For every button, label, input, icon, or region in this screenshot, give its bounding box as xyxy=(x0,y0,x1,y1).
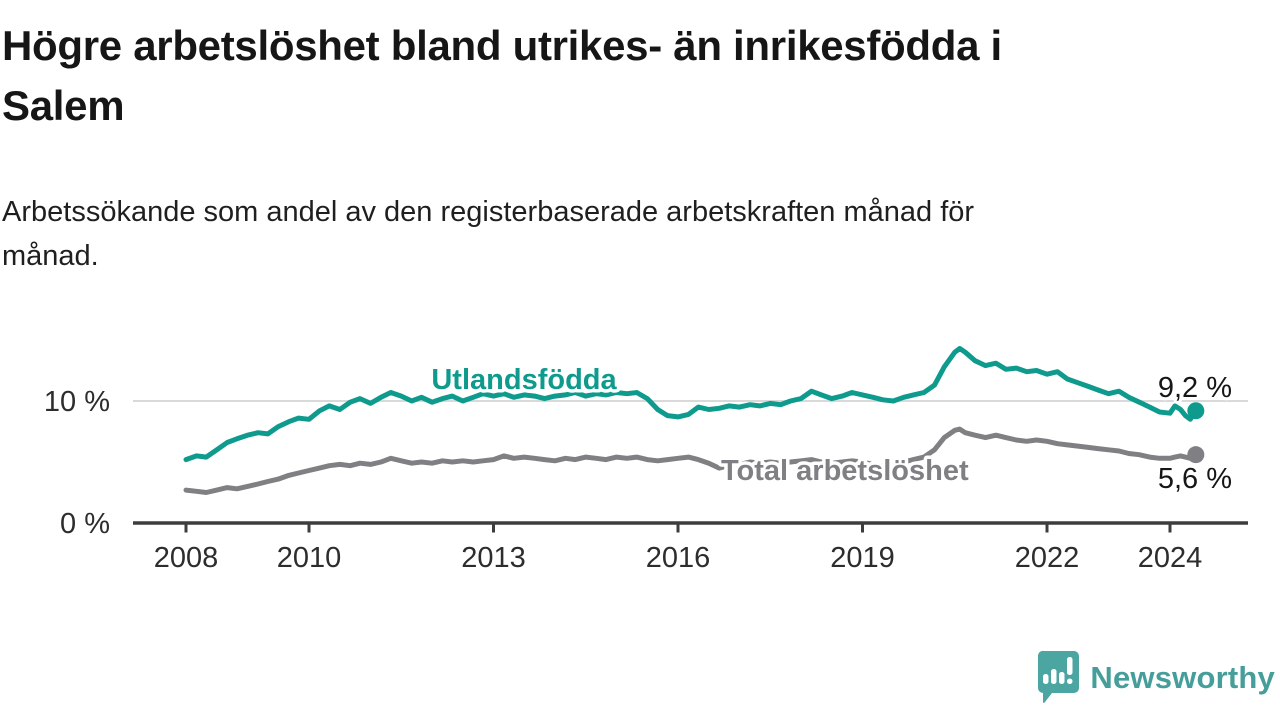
series-line-0 xyxy=(183,346,1199,463)
newsworthy-logo: Newsworthy xyxy=(1033,648,1275,708)
x-tick-label-2013: 2013 xyxy=(461,542,526,574)
series-end-dot-0 xyxy=(1187,402,1205,420)
series-label-0: Utlandsfödda xyxy=(431,364,617,396)
x-tick-label-2008: 2008 xyxy=(154,542,219,574)
newsworthy-logo-icon xyxy=(1038,650,1080,704)
bar-1 xyxy=(1043,674,1049,684)
chart-subtitle-line-2: månad. xyxy=(2,240,99,272)
chart-area: 2008 2010 2013 2016 2019 2022 2024 0 % 10 % Utlan… xyxy=(0,300,1280,600)
x-tick-label-2010: 2010 xyxy=(277,542,342,574)
series-label-1: Total arbetslöshet xyxy=(721,455,969,487)
chart-subtitle-line-1: Arbetssökande som andel av den registerb… xyxy=(2,196,975,228)
exclamation-dot xyxy=(1067,678,1073,684)
chart-title-line-1: Högre arbetslöshet bland utrikes- än inr… xyxy=(2,22,1002,69)
bar-2 xyxy=(1051,669,1057,684)
end-value-label-0: 9,2 % xyxy=(1158,372,1232,404)
x-tick-label-2022: 2022 xyxy=(1015,542,1080,574)
series-line-1 xyxy=(183,426,1199,495)
x-tick-label-2024: 2024 xyxy=(1138,542,1203,574)
series-end-dot-1 xyxy=(1187,446,1205,464)
x-tick-label-2019: 2019 xyxy=(830,542,895,574)
newsworthy-logo-text: Newsworthy xyxy=(1090,660,1275,695)
end-value-label-1: 5,6 % xyxy=(1158,463,1232,495)
exclamation-stem xyxy=(1067,657,1073,675)
y-tick-label-0: 0 % xyxy=(60,508,110,540)
chart-title: Högre arbetslöshet bland utrikes- än inr… xyxy=(2,16,1280,136)
unemployment-line-chart: 2008 2010 2013 2016 2019 2022 2024 0 % 10 % Utlan… xyxy=(44,346,1248,574)
y-tick-label-10: 10 % xyxy=(44,386,110,418)
bar-3 xyxy=(1059,672,1065,684)
chart-title-line-2: Salem xyxy=(2,82,125,129)
chart-subtitle: Arbetssökande som andel av den registerb… xyxy=(2,190,1272,278)
x-tick-label-2016: 2016 xyxy=(646,542,711,574)
